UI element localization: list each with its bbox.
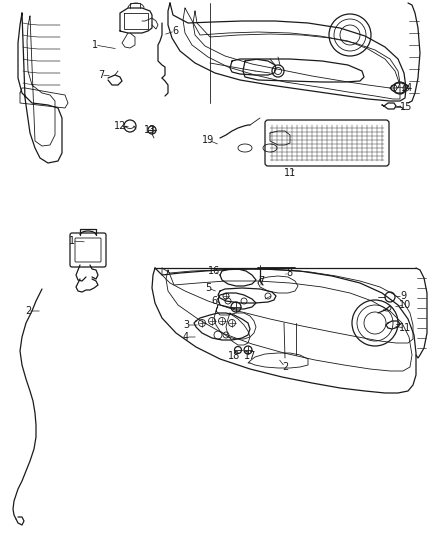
Text: 7: 7 bbox=[258, 276, 264, 286]
Text: 5: 5 bbox=[205, 283, 211, 293]
Text: 1: 1 bbox=[69, 236, 75, 246]
Text: 9: 9 bbox=[400, 291, 406, 301]
Text: 1: 1 bbox=[92, 40, 98, 50]
Text: 7: 7 bbox=[98, 70, 104, 80]
Text: 8: 8 bbox=[286, 268, 292, 278]
Text: 18: 18 bbox=[228, 351, 240, 361]
Text: 6: 6 bbox=[211, 296, 217, 306]
Text: 19: 19 bbox=[202, 135, 214, 145]
Text: 11: 11 bbox=[399, 323, 411, 333]
Text: 3: 3 bbox=[183, 320, 189, 330]
Text: 2: 2 bbox=[25, 306, 31, 316]
Text: 17: 17 bbox=[244, 351, 256, 361]
Text: 4: 4 bbox=[183, 332, 189, 342]
Text: 15: 15 bbox=[400, 102, 412, 112]
Text: 12: 12 bbox=[114, 121, 126, 131]
Text: 10: 10 bbox=[399, 300, 411, 310]
Text: 16: 16 bbox=[208, 266, 220, 276]
Text: 14: 14 bbox=[401, 83, 413, 93]
Text: 6: 6 bbox=[172, 26, 178, 36]
Text: 13: 13 bbox=[144, 125, 156, 135]
Text: 11: 11 bbox=[284, 168, 296, 178]
Text: 2: 2 bbox=[282, 362, 288, 372]
